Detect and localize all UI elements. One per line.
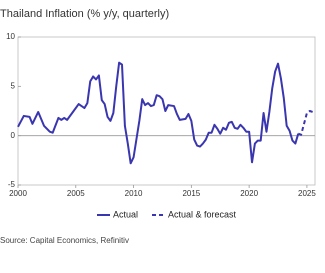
source: Source: Capital Economics, Refinitiv xyxy=(0,236,129,245)
y-tick-label: 10 xyxy=(6,32,15,41)
x-tick-label: 2005 xyxy=(67,189,85,198)
y-tick-label: 0 xyxy=(11,131,16,140)
chart-title: Thailand Inflation (% y/y, quarterly) xyxy=(0,8,169,20)
x-tick-label: 2015 xyxy=(182,189,200,198)
data-line xyxy=(297,110,314,136)
x-tick-label: 2025 xyxy=(298,189,316,198)
x-tick-label: 2010 xyxy=(125,189,143,198)
y-tick-label: 5 xyxy=(11,81,16,90)
x-tick-label: 2020 xyxy=(240,189,258,198)
legend-label: Actual & forecast xyxy=(168,209,237,219)
data-line xyxy=(17,61,300,165)
y-tick-label: -5 xyxy=(8,180,16,189)
x-tick-label: 2000 xyxy=(9,189,27,198)
legend-label: Actual xyxy=(113,209,138,219)
plot-frame xyxy=(17,36,316,186)
